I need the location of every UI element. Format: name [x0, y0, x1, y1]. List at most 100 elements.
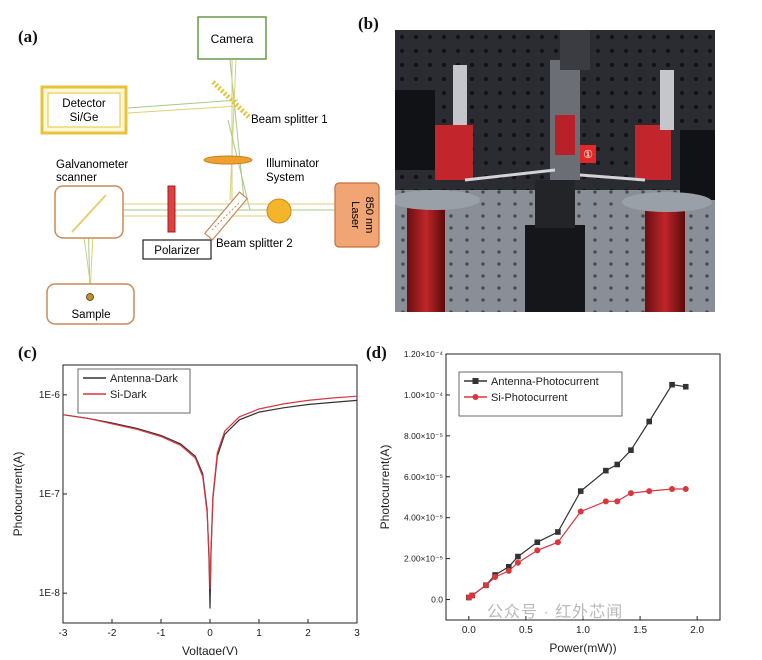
data-point — [555, 529, 561, 535]
data-point — [554, 539, 561, 546]
data-point — [602, 498, 609, 505]
x-tick-label: 2.0 — [690, 625, 704, 636]
chart-d-panel: (d) 0.0 0.5 1.0 1.5 2.0 0.0 2.00×10⁻⁵ 4.00×10⁻⁵… — [366, 340, 762, 655]
detector-label-2: Si/Ge — [70, 112, 99, 124]
x-tick-label: -3 — [59, 628, 68, 639]
data-point — [505, 564, 512, 570]
x-tick-label: 3 — [354, 628, 360, 639]
data-point — [628, 447, 634, 453]
data-point — [669, 381, 675, 388]
galvanometer-label-2: scanner — [56, 172, 97, 184]
x-tick-label: 0.5 — [519, 625, 533, 636]
beam-splitter-2-label: Beam splitter 2 — [216, 238, 293, 250]
camera-box — [197, 16, 267, 60]
legend-label: Si-Photocurrent — [491, 392, 567, 404]
polarizer-element — [167, 185, 176, 233]
data-point — [577, 488, 584, 494]
x-tick-label: -1 — [157, 628, 166, 639]
x-axis-label: Power(mW)) — [549, 641, 616, 655]
beam-splitter-1 — [211, 80, 252, 120]
laser-box — [334, 182, 380, 248]
data-point — [646, 418, 653, 425]
x-tick-label: 0.0 — [462, 625, 476, 636]
laser-label-1: Laser — [349, 201, 361, 229]
illuminator-label-2: System — [266, 172, 304, 184]
detector-label-1: Detector — [62, 98, 106, 110]
setup-photo: ① — [395, 30, 715, 312]
series-line-2 — [62, 395, 358, 590]
y-tick-label: 4.00×10⁻⁵ — [404, 513, 443, 523]
laser-label-2: 850 nm — [363, 197, 375, 234]
sample-label: Sample — [72, 309, 111, 321]
data-point — [627, 490, 634, 497]
galvanometer-box — [54, 185, 124, 239]
x-tick-label: 1.0 — [576, 625, 590, 636]
data-point — [669, 486, 676, 493]
legend-marker — [472, 394, 479, 400]
data-point — [492, 574, 499, 581]
legend-label: Si-Dark — [110, 389, 147, 401]
y-tick-label: 2.00×10⁻⁵ — [404, 554, 443, 564]
x-tick-label: 1.5 — [633, 625, 647, 636]
data-point — [482, 582, 489, 589]
y-tick-label: 1E-8 — [39, 588, 61, 599]
data-point — [614, 498, 621, 505]
data-point — [534, 547, 541, 554]
data-point — [577, 508, 584, 515]
y-tick-label: 6.00×10⁻⁵ — [404, 472, 443, 482]
x-axis-label: Voltage(V) — [182, 644, 238, 655]
panel-label-d: (d) — [366, 343, 387, 362]
beam-paths — [79, 59, 335, 297]
x-tick-label: -2 — [108, 628, 117, 639]
chart-d: 0.0 0.5 1.0 1.5 2.0 0.0 2.00×10⁻⁵ 4.00×10⁻⁵ 6.00… — [378, 349, 721, 655]
illuminator-label-1: Illuminator — [266, 158, 319, 170]
x-tick-label: 1 — [256, 628, 262, 639]
illuminator-lens — [203, 155, 253, 165]
series-line-2 — [468, 488, 686, 599]
legend-box — [77, 368, 191, 414]
legend-label: Antenna-Dark — [110, 373, 178, 385]
legend-box — [458, 371, 623, 417]
data-point — [469, 592, 476, 599]
data-point — [505, 567, 512, 574]
x-tick-label: 2 — [305, 628, 311, 639]
panel-label-b: (b) — [358, 14, 379, 33]
data-point — [534, 539, 541, 546]
sample-box — [46, 283, 135, 325]
y-axis-label: Photocurrent(A) — [11, 452, 25, 537]
data-point — [515, 553, 521, 560]
y-tick-label: 8.00×10⁻⁵ — [404, 431, 443, 441]
chart-c-panel: (c) -3 -2 -1 0 1 2 3 1E-8 1E-7 1E-6 Voltage(V) Phot… — [0, 340, 380, 658]
y-tick-label: 1.20×10⁻⁴ — [404, 349, 443, 359]
data-point — [682, 486, 689, 493]
photo-marker-label: ① — [583, 149, 593, 161]
beam-splitter-2 — [203, 191, 249, 241]
polarizer-label: Polarizer — [154, 245, 200, 257]
data-point — [514, 559, 521, 566]
y-tick-label: 0.0 — [431, 595, 443, 605]
y-tick-label: 1E-6 — [39, 390, 61, 401]
y-axis-label: Photocurrent(A) — [380, 445, 392, 530]
setup-diagram-panel: (a) Camera Detector Si/Ge Beam s — [0, 0, 380, 330]
data-point — [614, 461, 621, 468]
series-line-1 — [62, 399, 358, 609]
legend-label: Antenna-Photocurrent — [491, 376, 599, 388]
camera-label: Camera — [211, 32, 254, 46]
panel-label-c: (c) — [18, 343, 37, 362]
setup-diagram: Camera Detector Si/Ge Beam splitter 1 — [40, 16, 380, 325]
galvanometer-label-1: Galvanometer — [56, 159, 128, 171]
light-source — [266, 198, 292, 224]
y-tick-label: 1E-7 — [39, 489, 61, 500]
data-point — [646, 488, 653, 495]
data-point — [682, 383, 689, 390]
y-tick-label: 1.00×10⁻⁴ — [404, 390, 443, 400]
polarizer-box — [142, 239, 212, 260]
panel-label-a: (a) — [18, 27, 38, 46]
setup-photo-illustration: ① — [395, 30, 715, 312]
beam-splitter-1-label: Beam splitter 1 — [251, 114, 328, 126]
chart-c: -3 -2 -1 0 1 2 3 1E-8 1E-7 1E-6 Voltage(V) Photocur… — [11, 364, 360, 658]
legend-marker — [472, 378, 479, 384]
data-point — [603, 467, 609, 474]
x-tick-label: 0 — [207, 628, 213, 639]
watermark: 公众号 · 红外芯闻 — [487, 604, 624, 621]
